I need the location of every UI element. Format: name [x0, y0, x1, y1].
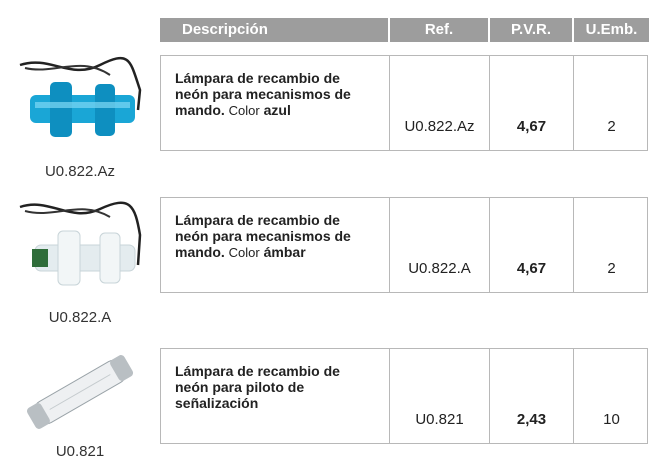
ref: U0.822.A [389, 198, 489, 292]
product-code: U0.822.Az [44, 163, 116, 180]
header-text: Descripción [182, 21, 268, 38]
product-code: U0.821 [55, 443, 105, 458]
price: 4,67 [489, 56, 573, 150]
product-row: Lámpara de recambio de neón para piloto … [160, 348, 648, 444]
description-cell: Lámpara de recambio de neón para mecanis… [161, 198, 389, 292]
product-row: Lámpara de recambio de neón para mecanis… [160, 197, 648, 293]
units: 10 [573, 349, 649, 443]
description-cell: Lámpara de recambio de neón para piloto … [161, 349, 389, 443]
product-code: U0.822.A [48, 309, 112, 326]
header-text: Ref. [424, 21, 454, 38]
ref: U0.821 [389, 349, 489, 443]
color: ámbar [263, 244, 306, 260]
header-text: P.V.R. [510, 21, 552, 38]
header-uemb: U.Emb. [574, 18, 649, 42]
color-label: Color [228, 245, 260, 260]
color: azul [263, 102, 291, 118]
price: 4,67 [489, 198, 573, 292]
description-cell: Lámpara de recambio de neón para mecanis… [161, 56, 389, 150]
description: Lámpara de recambio de neón para piloto … [175, 363, 340, 411]
product-image [19, 201, 142, 286]
units: 2 [573, 198, 649, 292]
description: Lámpara de recambio de neón para mecanis… [175, 70, 351, 118]
product-image [26, 355, 134, 429]
header-description: Descripción [160, 18, 388, 42]
color-label: Color [228, 103, 260, 118]
header-text: U.Emb. [585, 21, 638, 38]
price: 2,43 [489, 349, 573, 443]
ref: U0.822.Az [389, 56, 489, 150]
product-row: Lámpara de recambio de neón para mecanis… [160, 55, 648, 151]
header-ref: Ref. [390, 18, 488, 42]
header-pvr: P.V.R. [490, 18, 572, 42]
units: 2 [573, 56, 649, 150]
description: Lámpara de recambio de neón para mecanis… [175, 212, 351, 260]
product-image [19, 56, 142, 137]
